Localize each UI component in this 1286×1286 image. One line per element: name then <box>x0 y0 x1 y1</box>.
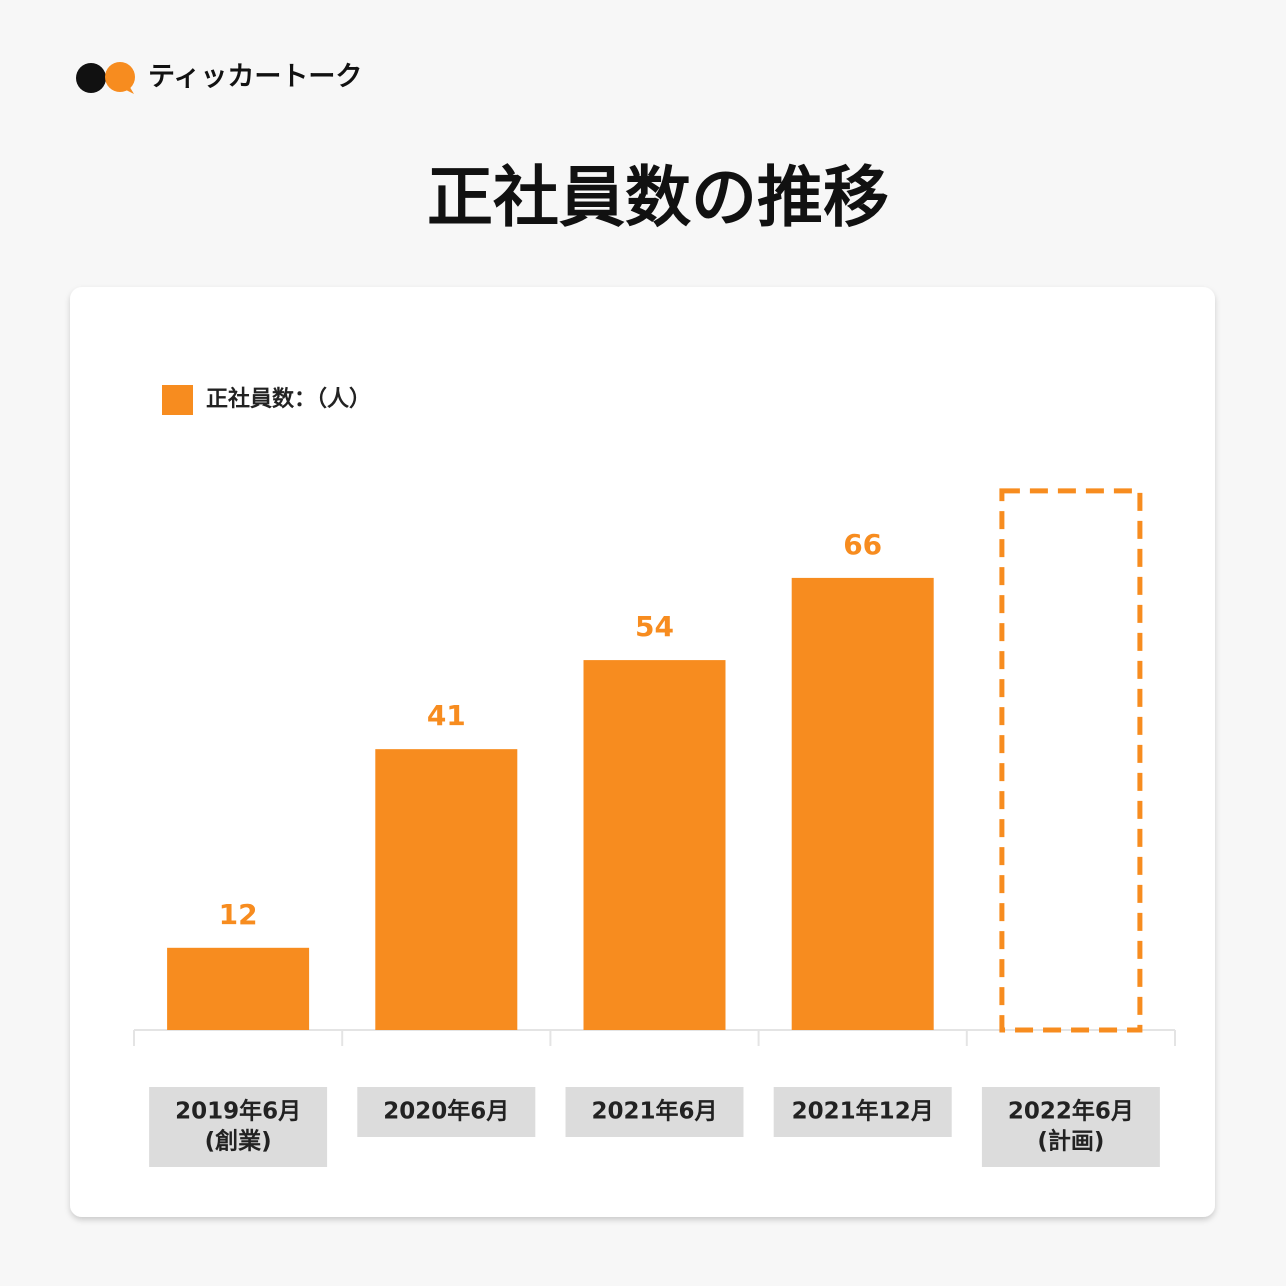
value-label: 54 <box>635 610 674 643</box>
logo-dot <box>105 62 135 92</box>
bar <box>167 947 310 1030</box>
x-tick-label: (創業) <box>205 1128 272 1155</box>
x-tick-label: 2021年6月 <box>591 1098 717 1125</box>
brand-name: ティッカートーク <box>148 62 362 93</box>
value-label: 66 <box>843 528 882 561</box>
bar <box>583 660 726 1030</box>
x-tick-label: 2019年6月 <box>175 1098 301 1125</box>
category-box <box>357 1087 536 1137</box>
legend-swatch <box>162 385 193 415</box>
category-box <box>981 1087 1160 1167</box>
planned-bar <box>999 488 1143 1033</box>
logo <box>76 62 135 94</box>
value-label: 12 <box>219 898 258 931</box>
logo-dot <box>76 63 106 93</box>
chart-title: 正社員数の推移 <box>427 159 889 236</box>
bar <box>375 749 518 1030</box>
x-tick-label: (計画) <box>1037 1128 1104 1155</box>
legend-label: 正社員数：（人） <box>206 386 371 412</box>
x-tick-label: 2022年6月 <box>1008 1098 1134 1125</box>
category-box <box>773 1087 952 1137</box>
category-box <box>149 1087 328 1167</box>
x-tick-label: 2020年6月 <box>383 1098 509 1125</box>
category-box <box>565 1087 744 1137</box>
bar <box>791 577 934 1030</box>
x-tick-label: 2021年12月 <box>792 1098 934 1125</box>
value-label: 41 <box>427 699 466 732</box>
logo-tail <box>122 84 134 94</box>
